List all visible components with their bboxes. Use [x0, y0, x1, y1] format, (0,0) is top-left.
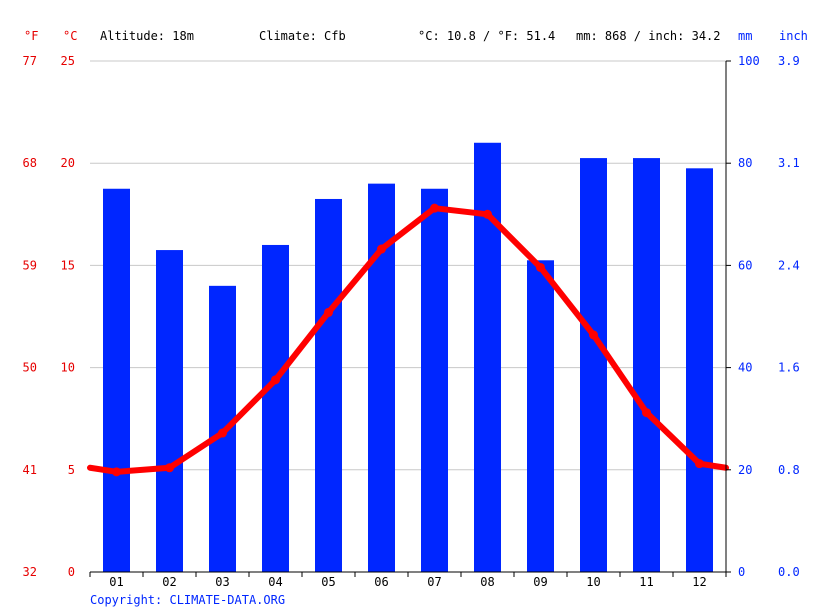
temperature-point — [536, 262, 545, 272]
celsius-tick-label: 15 — [61, 258, 75, 272]
precipitation-bar — [633, 158, 660, 572]
climate-label: Climate: Cfb — [259, 29, 346, 43]
celsius-tick-label: 25 — [61, 54, 75, 68]
precipitation-bar — [527, 260, 554, 572]
precipitation-bar — [686, 168, 713, 572]
month-tick-label: 05 — [321, 575, 335, 589]
month-tick-label: 02 — [162, 575, 176, 589]
month-tick-label: 06 — [374, 575, 388, 589]
month-tick-label: 09 — [533, 575, 547, 589]
precipitation-bar — [103, 188, 130, 572]
temperature-point — [642, 408, 651, 418]
inch-tick-label: 0.8 — [778, 463, 800, 477]
altitude-label: Altitude: 18m — [100, 29, 194, 43]
inch-unit-label: inch — [779, 29, 808, 43]
temperature-point — [430, 203, 439, 213]
precipitation-bar — [474, 142, 501, 572]
month-tick-label: 10 — [586, 575, 600, 589]
month-tick-label: 11 — [639, 575, 653, 589]
month-tick-label: 01 — [109, 575, 123, 589]
fahrenheit-tick-label: 59 — [23, 258, 37, 272]
annual-precipitation-label: mm: 868 / inch: 34.2 — [576, 29, 721, 43]
temperature-point — [589, 330, 598, 340]
average-temperature-label: °C: 10.8 / °F: 51.4 — [418, 29, 555, 43]
precipitation-bar — [421, 188, 448, 572]
fahrenheit-tick-label: 50 — [23, 361, 37, 375]
celsius-tick-label: 20 — [61, 156, 75, 170]
temperature-series-line — [87, 205, 729, 475]
temperature-point — [218, 428, 227, 438]
fahrenheit-tick-label: 41 — [23, 463, 37, 477]
celsius-tick-label: 5 — [68, 463, 75, 477]
mm-tick-label: 100 — [738, 54, 760, 68]
temperature-point — [377, 244, 386, 254]
inch-tick-label: 3.9 — [778, 54, 800, 68]
mm-tick-label: 80 — [738, 156, 752, 170]
mm-tick-label: 20 — [738, 463, 752, 477]
temperature-point — [271, 375, 280, 385]
month-tick-label: 07 — [427, 575, 441, 589]
precipitation-bar — [262, 244, 289, 572]
precipitation-bar — [156, 250, 183, 572]
mm-tick-label: 40 — [738, 361, 752, 375]
copyright-link[interactable]: Copyright: CLIMATE-DATA.ORG — [90, 593, 285, 607]
fahrenheit-tick-label: 77 — [23, 54, 37, 68]
inch-tick-label: 2.4 — [778, 258, 800, 272]
fahrenheit-unit-label: °F — [24, 29, 38, 43]
mm-unit-label: mm — [738, 29, 752, 43]
month-tick-label: 04 — [268, 575, 282, 589]
temperature-point — [483, 209, 492, 219]
axes — [89, 60, 731, 577]
mm-tick-label: 60 — [738, 258, 752, 272]
temperature-point — [112, 467, 121, 477]
precipitation-bar — [315, 198, 342, 572]
tick-labels: 77685950413225201510501008060402003.93.1… — [23, 54, 800, 589]
temperature-line — [87, 203, 729, 477]
celsius-unit-label: °C — [63, 29, 77, 43]
inch-tick-label: 0.0 — [778, 565, 800, 579]
inch-tick-label: 1.6 — [778, 361, 800, 375]
month-tick-label: 12 — [692, 575, 706, 589]
month-tick-label: 08 — [480, 575, 494, 589]
celsius-tick-label: 0 — [68, 565, 75, 579]
celsius-tick-label: 10 — [61, 361, 75, 375]
fahrenheit-tick-label: 32 — [23, 565, 37, 579]
grid-lines — [90, 60, 726, 471]
temperature-point — [165, 463, 174, 473]
precipitation-bar — [580, 158, 607, 572]
temperature-point — [695, 459, 704, 469]
precipitation-bars — [103, 142, 713, 572]
mm-tick-label: 0 — [738, 565, 745, 579]
fahrenheit-tick-label: 68 — [23, 156, 37, 170]
month-tick-label: 03 — [215, 575, 229, 589]
temperature-point — [324, 307, 333, 317]
inch-tick-label: 3.1 — [778, 156, 800, 170]
